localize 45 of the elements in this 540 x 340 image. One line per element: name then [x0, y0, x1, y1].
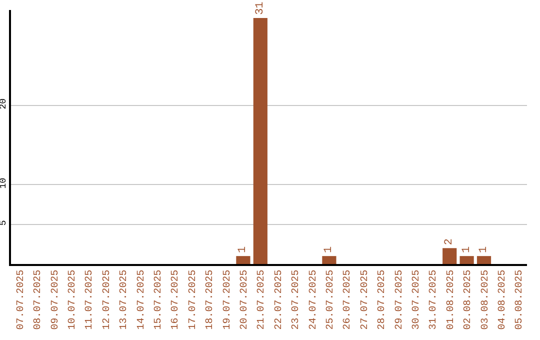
data-label: 1 [237, 246, 250, 254]
x-tick-label: 15.07.2025 [153, 270, 164, 330]
x-tick-label: 07.07.2025 [16, 270, 27, 330]
x-tick-label: 10.07.2025 [67, 270, 78, 330]
x-tick-label: 01.08.2025 [446, 270, 457, 330]
data-label: 1 [323, 246, 336, 254]
x-tick-label: 21.07.2025 [256, 270, 268, 330]
x-tick-label: 04.08.2025 [497, 270, 508, 330]
x-tick-label: 26.07.2025 [342, 270, 354, 330]
x-tick-label: 17.07.2025 [188, 270, 199, 330]
x-tick-label: 03.08.2025 [480, 270, 492, 330]
data-label: 31 [254, 1, 266, 15]
x-tick-label: 12.07.2025 [102, 270, 113, 330]
y-tick-label: 5 [0, 220, 9, 226]
x-tick-label: 05.08.2025 [514, 270, 526, 330]
y-tick-label: 10 [0, 178, 9, 189]
bar [253, 18, 268, 264]
x-tick-label: 31.07.2025 [428, 270, 440, 330]
x-tick-label: 14.07.2025 [136, 270, 148, 330]
x-tick-label: 02.08.2025 [463, 270, 474, 330]
y-tick-label: 20 [0, 98, 9, 110]
data-label: 1 [460, 246, 473, 254]
data-label: 2 [444, 238, 456, 246]
bar [460, 256, 474, 264]
x-tick-label: 25.07.2025 [325, 270, 336, 330]
x-tick-label: 20.07.2025 [239, 270, 250, 330]
x-tick-label: 24.07.2025 [308, 270, 320, 330]
bar [322, 256, 336, 264]
x-tick-label: 30.07.2025 [411, 270, 422, 330]
bar [476, 256, 492, 264]
x-tick-label: 08.07.2025 [33, 270, 44, 330]
x-tick-label: 28.07.2025 [377, 270, 388, 330]
bar [236, 256, 250, 264]
bar [442, 248, 457, 264]
x-tick-label: 16.07.2025 [170, 270, 182, 330]
x-tick-label: 18.07.2025 [205, 270, 216, 330]
x-tick-label: 27.07.2025 [360, 270, 371, 330]
x-tick-label: 29.07.2025 [394, 270, 406, 330]
x-tick-label: 11.07.2025 [84, 270, 96, 330]
x-tick-label: 23.07.2025 [291, 270, 302, 330]
data-label: 1 [478, 246, 490, 254]
x-tick-label: 22.07.2025 [274, 270, 285, 330]
x-tick-label: 13.07.2025 [119, 270, 130, 330]
x-tick-label: 09.07.2025 [50, 270, 62, 330]
x-tick-label: 19.07.2025 [222, 270, 234, 330]
